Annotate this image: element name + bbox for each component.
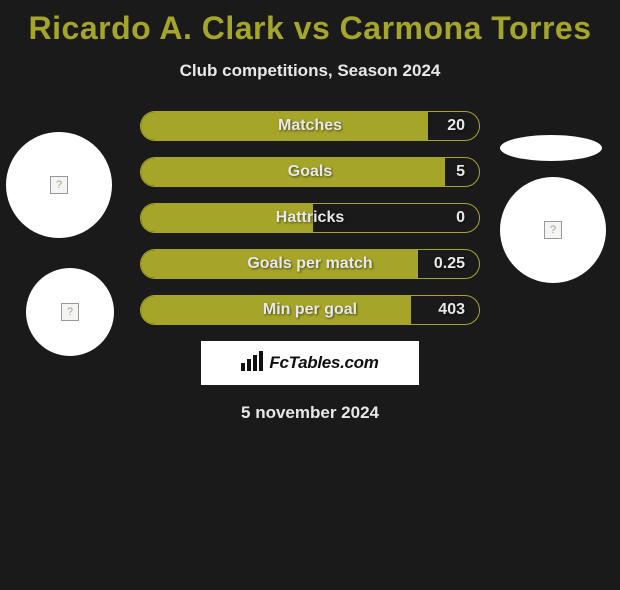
brand-box: FcTables.com	[201, 341, 419, 385]
player2-avatar-flat	[500, 135, 602, 161]
stat-value: 20	[447, 117, 465, 135]
stat-value: 0.25	[434, 255, 465, 273]
image-placeholder-icon: ?	[50, 176, 68, 194]
date-text: 5 november 2024	[0, 403, 620, 423]
image-placeholder-icon: ?	[61, 303, 79, 321]
stat-row-goals-per-match: Goals per match 0.25	[140, 249, 480, 279]
image-placeholder-icon: ?	[544, 221, 562, 239]
stat-label: Hattricks	[276, 209, 344, 227]
player1-avatar-2: ?	[26, 268, 114, 356]
brand-text: FcTables.com	[269, 353, 378, 373]
stat-value: 403	[438, 301, 465, 319]
stat-row-hattricks: Hattricks 0	[140, 203, 480, 233]
bar-chart-icon	[241, 351, 263, 376]
stat-label: Matches	[278, 117, 342, 135]
stat-value: 0	[456, 209, 465, 227]
stat-label: Min per goal	[263, 301, 357, 319]
subtitle: Club competitions, Season 2024	[0, 61, 620, 81]
stat-label: Goals	[288, 163, 332, 181]
stat-row-matches: Matches 20	[140, 111, 480, 141]
stat-row-goals: Goals 5	[140, 157, 480, 187]
player2-avatar: ?	[500, 177, 606, 283]
page-title: Ricardo A. Clark vs Carmona Torres	[0, 10, 620, 47]
stat-label: Goals per match	[247, 255, 372, 273]
stat-value: 5	[456, 163, 465, 181]
stats-panel: Matches 20 Goals 5 Hattricks 0 Goals per…	[140, 111, 480, 325]
player1-avatar: ?	[6, 132, 112, 238]
stat-row-min-per-goal: Min per goal 403	[140, 295, 480, 325]
